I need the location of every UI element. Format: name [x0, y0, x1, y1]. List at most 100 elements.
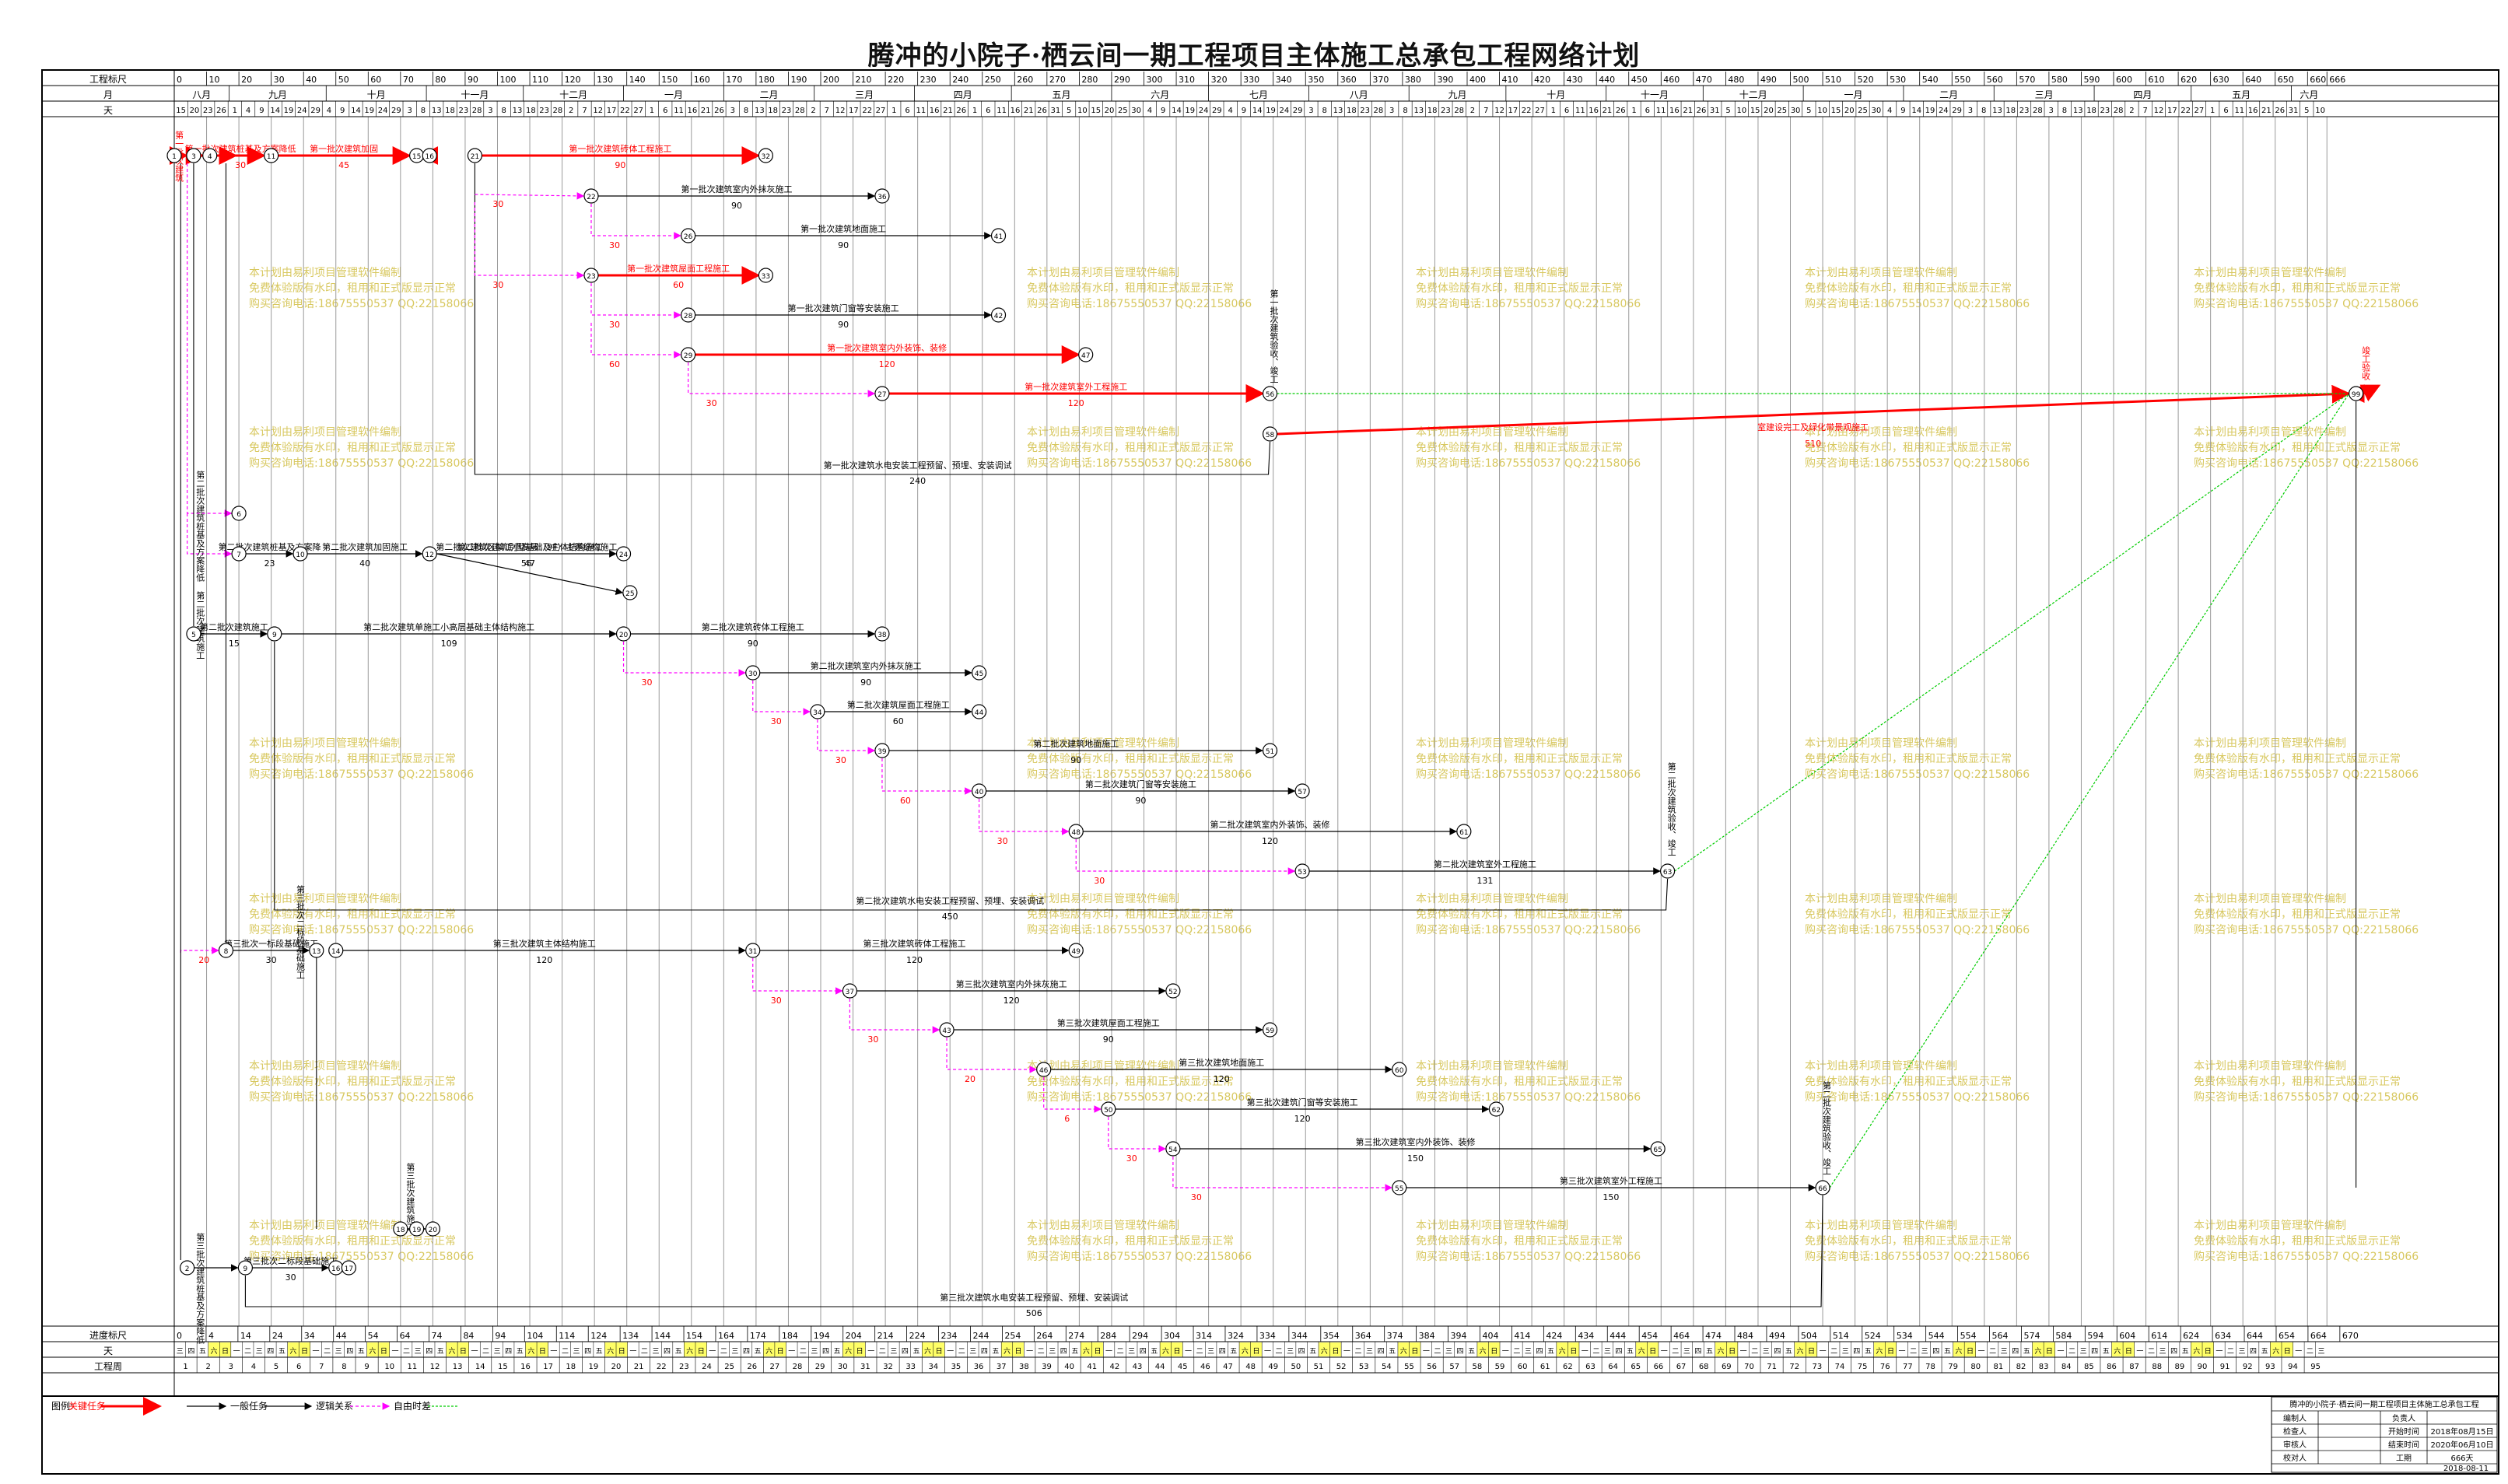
day-label: 28 [2114, 107, 2124, 115]
task-name: 第三批次二标段基础施工 [243, 1255, 338, 1266]
free-float-arrow [1172, 1157, 1392, 1192]
scale-tick-label: 190 [790, 75, 807, 85]
weekday-label: 日 [777, 1347, 784, 1356]
week-number: 6 [296, 1363, 301, 1371]
task-duration: 120 [906, 955, 923, 965]
footer-tick-label: 404 [1482, 1331, 1498, 1341]
week-number: 41 [1087, 1363, 1097, 1371]
day-label: 21 [701, 107, 711, 115]
weekday-label: 五 [1151, 1348, 1158, 1356]
weekday-label: 二 [1117, 1348, 1124, 1356]
watermark-text: 购买咨询电话:18675550537 QQ:22158066 [1416, 768, 1641, 781]
node-number: 54 [1168, 1146, 1178, 1154]
scale-tick-label: 300 [1147, 75, 1163, 85]
day-label: 30 [1871, 107, 1881, 115]
weekday-label: 日 [936, 1347, 943, 1356]
weekday-label: 六 [2034, 1346, 2041, 1356]
week-number: 3 [229, 1363, 233, 1371]
free-float-arrow [688, 362, 876, 397]
day-label: 15 [1831, 107, 1841, 115]
weekday-label: 一 [788, 1348, 795, 1356]
weekday-label: 二 [720, 1348, 727, 1356]
weekday-label: 一 [1105, 1348, 1112, 1356]
vertical-task-label: 竣工验收 [2361, 345, 2371, 381]
day-label: 31 [2289, 107, 2299, 115]
node-number: 44 [975, 709, 984, 717]
scale-tick-label: 230 [920, 75, 937, 85]
day-label: 18 [1427, 107, 1438, 115]
node-number: 33 [762, 273, 770, 281]
weekday-label: 日 [1490, 1347, 1497, 1356]
day-label: 1 [650, 107, 654, 115]
weekday-label: 六 [2193, 1346, 2200, 1356]
network-node [1036, 1062, 1052, 1077]
task-name: 第一批次建筑地面施工 [800, 223, 886, 234]
free-float-arrow [474, 202, 585, 279]
weekday-label: 四 [1853, 1348, 1860, 1356]
day-label: 18 [768, 107, 778, 115]
day-label: 8 [421, 107, 426, 115]
node-number: 66 [1818, 1185, 1827, 1193]
footer-tick-label: 334 [1259, 1331, 1276, 1341]
week-number: 10 [384, 1363, 394, 1371]
weekday-label: 四 [743, 1348, 750, 1356]
network-node [810, 704, 825, 719]
free-float-label: 20 [965, 1074, 976, 1084]
weekday-label: 五 [1547, 1348, 1554, 1356]
day-label: 25 [1777, 107, 1787, 115]
weekend-cell [1647, 1342, 1659, 1356]
month-label: 一月 [1844, 89, 1863, 100]
network-node [1815, 1180, 1830, 1195]
node-number: 15 [412, 153, 421, 161]
network-node [1660, 863, 1676, 879]
week-number: 66 [1654, 1363, 1664, 1371]
weekday-label: 五 [1944, 1348, 1951, 1356]
weekday-label: 四 [1457, 1348, 1464, 1356]
watermark-text: 免费体验版有水印，租用和正式版显示正常 [1805, 442, 2012, 454]
day-label: 4 [327, 107, 331, 115]
weekday-label: 三 [652, 1348, 659, 1356]
week-number: 84 [2061, 1363, 2072, 1371]
scale-tick-label: 610 [2149, 75, 2165, 85]
week-number: 77 [1903, 1363, 1913, 1371]
weekday-label: 三 [811, 1348, 818, 1356]
weekday-label: 五 [596, 1348, 603, 1356]
weekday-label: 六 [1162, 1346, 1169, 1356]
day-label: 26 [1037, 107, 1047, 115]
node-number: 29 [684, 352, 693, 360]
week-number: 82 [2016, 1363, 2026, 1371]
day-label: 25 [1118, 107, 1128, 115]
footer-tick-label: 284 [1100, 1331, 1116, 1341]
title-block-key: 开始时间 [2388, 1426, 2419, 1437]
week-number: 87 [2129, 1363, 2139, 1371]
watermark-text: 购买咨询电话:18675550537 QQ:22158066 [1416, 924, 1641, 936]
weekday-label: 六 [210, 1346, 217, 1356]
weekday-label: 二 [1910, 1348, 1917, 1356]
title-block-key: 编制人 [2283, 1413, 2307, 1423]
day-label: 3 [1308, 107, 1313, 115]
weekday-label: 二 [482, 1348, 489, 1356]
scale-tick-label: 570 [2019, 75, 2035, 85]
week-number: 30 [838, 1363, 848, 1371]
day-label: 11 [916, 107, 926, 115]
day-label: 2 [2129, 107, 2134, 115]
watermark-text: 本计划由易利项目管理软件编制 [2194, 893, 2346, 905]
node-number: 49 [1072, 948, 1081, 956]
weekday-label: 三 [1287, 1348, 1294, 1356]
weekday-label: 三 [256, 1348, 263, 1356]
weekend-cell [446, 1342, 458, 1356]
week-number: 90 [2198, 1363, 2208, 1371]
scale-tick-label: 100 [500, 75, 517, 85]
node-number: 45 [975, 670, 983, 678]
scale-tick-label: 500 [1793, 75, 1809, 85]
footer-tick-label: 414 [1514, 1331, 1530, 1341]
scale-tick-label: 650 [2278, 75, 2294, 85]
weekday-label: 四 [1219, 1348, 1226, 1356]
day-label: 6 [2223, 107, 2228, 115]
network-node [939, 1022, 955, 1038]
day-label: 26 [216, 107, 226, 115]
day-label: 26 [2275, 107, 2285, 115]
day-label: 3 [730, 107, 735, 115]
weekday-label: 五 [1468, 1348, 1475, 1356]
